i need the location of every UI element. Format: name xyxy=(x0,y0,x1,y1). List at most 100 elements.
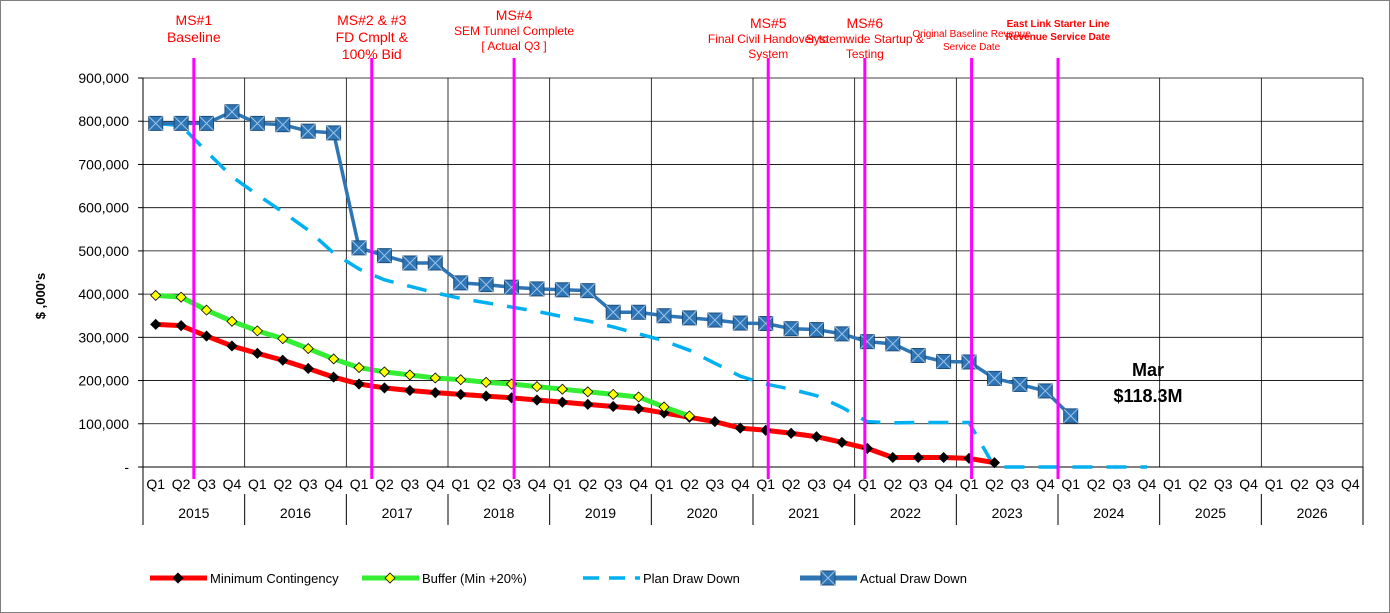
quarter-label: Q2 xyxy=(578,476,597,492)
year-label: 2021 xyxy=(788,505,819,521)
quarter-label: Q4 xyxy=(731,476,750,492)
marker-detail xyxy=(1012,377,1028,392)
data-point xyxy=(633,403,645,415)
data-point xyxy=(251,347,263,359)
milestone-label: Baseline xyxy=(167,29,221,45)
data-point xyxy=(378,382,391,394)
data-point xyxy=(302,362,314,375)
marker-detail xyxy=(148,116,164,131)
data-point xyxy=(404,384,416,397)
marker-detail xyxy=(402,255,418,271)
quarter-label: Q3 xyxy=(1011,476,1030,492)
data-point xyxy=(556,396,568,408)
data-point xyxy=(378,366,391,378)
data-point xyxy=(709,416,721,428)
marker-detail xyxy=(1063,408,1079,424)
series-plan-draw-down xyxy=(155,121,1147,469)
y-tick-label: 600,000 xyxy=(78,200,129,216)
data-point xyxy=(582,386,594,398)
data-point xyxy=(480,390,492,402)
data-point xyxy=(404,369,416,381)
data-point xyxy=(455,388,467,400)
marker-detail xyxy=(987,371,1002,386)
milestone-label: FD Cmplt & xyxy=(336,29,409,45)
data-point xyxy=(633,391,645,403)
data-point xyxy=(658,401,670,413)
annotation: Mar $118.3M xyxy=(1113,360,1182,406)
quarter-label: Q2 xyxy=(1290,476,1309,492)
quarter-label: Q4 xyxy=(528,476,547,492)
milestone-label: [ Actual Q3 ] xyxy=(481,39,546,53)
y-tick-label: 400,000 xyxy=(78,286,129,302)
quarter-label: Q1 xyxy=(1061,476,1080,492)
y-axis-label: $ ,000's xyxy=(33,273,48,319)
quarter-label: Q4 xyxy=(833,476,852,492)
series-line xyxy=(155,292,691,419)
quarter-label: Q4 xyxy=(1036,476,1055,492)
data-point xyxy=(150,318,162,330)
milestone-label: MS#2 & #3 xyxy=(337,12,406,28)
data-point xyxy=(607,400,619,413)
data-point xyxy=(734,422,746,434)
milestone-label: Revenue Service Date xyxy=(1006,32,1111,43)
milestone-label: Testing xyxy=(846,47,884,61)
marker-detail xyxy=(275,117,291,133)
quarter-label: Q2 xyxy=(1087,476,1106,492)
quarter-label: Q1 xyxy=(146,476,165,492)
quarter-label: Q1 xyxy=(350,476,369,492)
milestone-label: MS#6 xyxy=(847,15,884,31)
marker-detail xyxy=(580,283,596,299)
quarter-label: Q1 xyxy=(1163,476,1182,492)
marker-detail xyxy=(605,304,621,320)
quarter-label: Q3 xyxy=(401,476,420,492)
year-label: 2020 xyxy=(687,505,718,521)
year-label: 2026 xyxy=(1297,505,1328,521)
quarter-label: Q3 xyxy=(1316,476,1335,492)
quarter-label: Q1 xyxy=(451,476,470,492)
quarter-label: Q2 xyxy=(985,476,1004,492)
marker-detail xyxy=(820,570,836,586)
quarter-label: Q3 xyxy=(197,476,216,492)
series-actual-draw-down xyxy=(148,104,1079,424)
quarter-label: Q3 xyxy=(909,476,928,492)
quarter-label: Q3 xyxy=(807,476,826,492)
data-point xyxy=(912,451,924,464)
data-point xyxy=(938,451,950,464)
y-axis-ticks: - 100,000 200,000 300,000 400,000 500,000 600,… xyxy=(78,70,143,475)
y-tick-label: - xyxy=(124,459,129,475)
data-point xyxy=(455,374,467,386)
data-point xyxy=(531,394,543,406)
data-point xyxy=(531,381,543,393)
data-point xyxy=(384,572,396,584)
quarter-label: Q4 xyxy=(1341,476,1360,492)
y-tick-label: 700,000 xyxy=(78,156,129,172)
milestone-label: East Link Starter Line xyxy=(1007,19,1110,30)
data-point xyxy=(836,436,848,448)
data-point xyxy=(251,325,263,337)
data-point xyxy=(429,387,441,399)
year-label: 2019 xyxy=(585,505,616,521)
data-point xyxy=(277,354,289,366)
marker-detail xyxy=(936,354,951,369)
quarter-label: Q2 xyxy=(782,476,801,492)
data-point xyxy=(658,407,670,419)
quarter-label: Q4 xyxy=(223,476,242,492)
legend-label: Actual Draw Down xyxy=(860,571,967,586)
quarter-label: Q4 xyxy=(1239,476,1258,492)
quarter-label: Q2 xyxy=(273,476,292,492)
data-point xyxy=(226,340,238,352)
quarter-label: Q2 xyxy=(1188,476,1207,492)
marker-detail xyxy=(885,336,901,352)
y-tick-label: 800,000 xyxy=(78,113,129,129)
data-point xyxy=(810,431,823,443)
marker-detail xyxy=(199,116,214,131)
marker-detail xyxy=(351,240,367,256)
milestone-label: MS#1 xyxy=(176,12,213,28)
marker-detail xyxy=(1037,383,1053,399)
year-label: 2015 xyxy=(178,505,209,521)
series-buffer-min-20 xyxy=(150,289,696,422)
data-point xyxy=(226,315,238,327)
data-point xyxy=(175,320,187,332)
data-point xyxy=(277,333,289,345)
